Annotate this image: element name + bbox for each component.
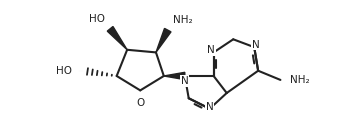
Text: N: N <box>252 40 260 50</box>
Text: HO: HO <box>89 14 105 24</box>
Text: NH₂: NH₂ <box>290 75 309 85</box>
Polygon shape <box>156 28 171 52</box>
Text: HO: HO <box>56 66 72 76</box>
Text: O: O <box>136 98 144 108</box>
Text: N: N <box>207 45 215 55</box>
Text: N: N <box>206 102 213 112</box>
Polygon shape <box>107 26 127 50</box>
Text: N: N <box>181 76 189 86</box>
Polygon shape <box>164 72 185 80</box>
Text: NH₂: NH₂ <box>173 15 193 25</box>
